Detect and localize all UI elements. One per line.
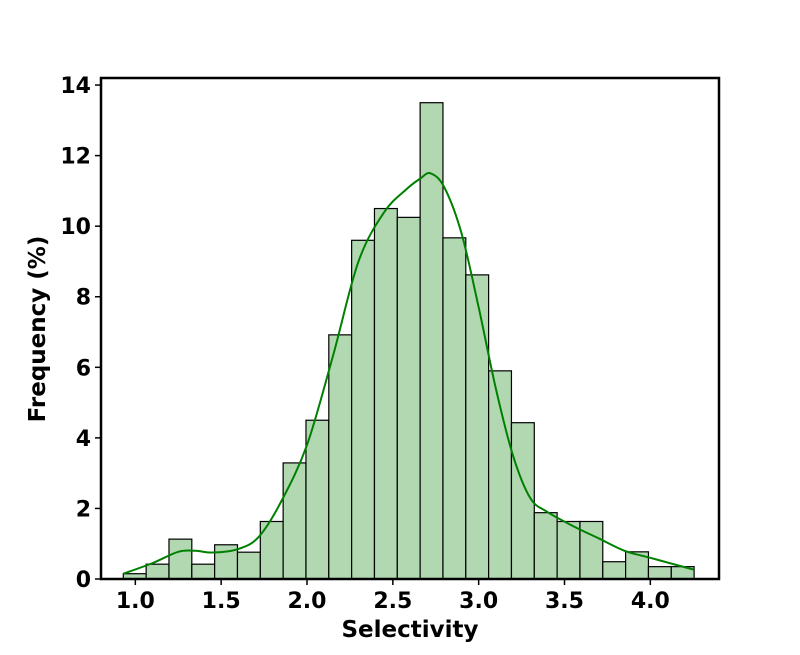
y-tick-label: 0: [76, 568, 91, 593]
x-tick-label: 1.5: [202, 589, 241, 614]
histogram-bar: [465, 274, 490, 580]
x-tick-label: 3.0: [459, 589, 498, 614]
histogram-bar: [145, 563, 170, 580]
y-tick-label: 14: [60, 74, 91, 99]
labels-layer: Selectivity Frequency (%): [25, 236, 479, 643]
histogram-bar: [602, 561, 627, 580]
histogram-bar: [305, 419, 330, 580]
y-tick-label: 2: [76, 497, 91, 522]
y-tick-label: 6: [76, 356, 91, 381]
histogram-bar: [510, 422, 535, 580]
histogram-bar: [396, 216, 421, 580]
histogram-bar: [647, 566, 672, 580]
histogram-bar: [282, 462, 307, 580]
kde-layer: [122, 171, 694, 575]
histogram-bar: [328, 334, 353, 580]
x-tick-label: 2.0: [288, 589, 327, 614]
histogram-bar: [236, 551, 261, 580]
histogram-bar: [373, 207, 398, 580]
bars-layer: [122, 102, 695, 580]
plot-frame: [99, 76, 721, 581]
axes-layer: 1.0 1.5 2.0 2.5 3.0 3.5 4.0 0 2 4 6 8 10 12 14: [60, 74, 721, 614]
x-tick-label: 4.0: [631, 589, 670, 614]
y-tick-label: 8: [76, 286, 91, 311]
x-tick-label: 3.5: [545, 589, 584, 614]
x-axis-label: Selectivity: [341, 617, 478, 643]
x-tick-label: 2.5: [373, 589, 412, 614]
histogram-bar: [351, 239, 376, 580]
x-tick-label: 1.0: [116, 589, 155, 614]
y-axis-label: Frequency (%): [25, 236, 51, 423]
histogram-bar: [556, 520, 581, 580]
kde-curve: [122, 171, 694, 575]
histogram-bar: [191, 563, 216, 580]
y-tick-label: 12: [60, 145, 91, 170]
y-tick-label: 10: [60, 215, 91, 240]
histogram-bar: [533, 512, 558, 580]
histogram-bar: [168, 538, 193, 580]
y-tick-label: 4: [76, 427, 91, 452]
histogram-bar: [442, 237, 467, 580]
